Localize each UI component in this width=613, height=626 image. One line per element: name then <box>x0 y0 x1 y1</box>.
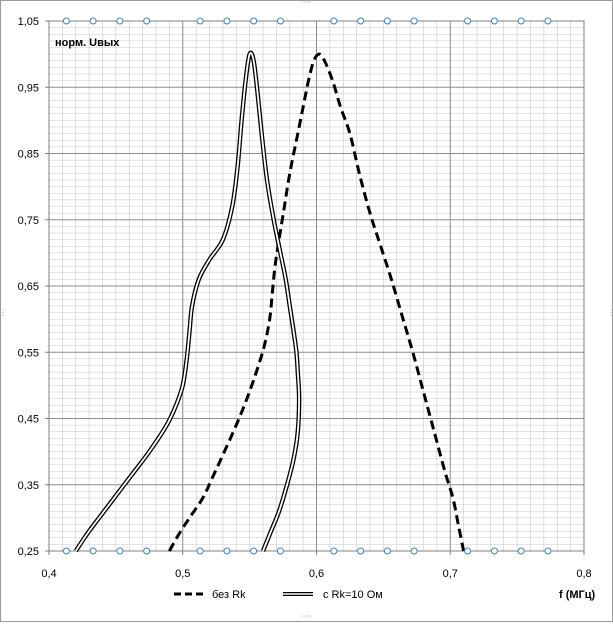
major-grid <box>45 20 585 555</box>
legend-label-rk10: с Rk=10 Ом <box>323 589 383 601</box>
bottom-edge-marker <box>116 547 124 555</box>
series-line-rk10-outer <box>73 50 302 553</box>
resize-handle-top[interactable]: ···· <box>301 0 312 7</box>
legend: без Rk с Rk=10 Ом <box>174 589 383 601</box>
y-tick-labels: 0,25 0,35 0,45 0,55 0,65 0,75 0,85 0,95 1,05 <box>18 16 39 558</box>
bottom-edge-marker <box>330 547 338 555</box>
bottom-edge-marker <box>544 547 552 555</box>
x-tick-label: 0,7 <box>443 568 458 580</box>
bottom-edge-marker <box>223 547 231 555</box>
top-edge-marker <box>544 17 552 25</box>
resize-handle-left[interactable]: ⋮ <box>0 308 7 317</box>
bottom-edge-marker <box>383 547 391 555</box>
bottom-edge-marker <box>410 547 418 555</box>
bottom-edge-marker <box>490 547 498 555</box>
y-tick-label: 0,95 <box>18 82 39 94</box>
y-tick-label: 0,75 <box>18 215 39 227</box>
top-edge-marker <box>196 17 204 25</box>
y-tick-label: 0,85 <box>18 149 39 161</box>
top-edge-marker <box>276 17 284 25</box>
top-edge-marker <box>357 17 365 25</box>
axis-markers <box>62 17 552 555</box>
bottom-edge-marker <box>276 547 284 555</box>
resize-handle-bottom[interactable]: ···· <box>301 612 312 621</box>
y-tick-label: 0,45 <box>18 414 39 426</box>
y-tick-label: 1,05 <box>18 16 39 28</box>
bottom-edge-marker <box>517 547 525 555</box>
bottom-edge-marker <box>62 547 70 555</box>
top-edge-marker <box>223 17 231 25</box>
bottom-edge-marker <box>250 547 258 555</box>
y-tick-label: 0,35 <box>18 480 39 492</box>
y-tick-label: 0,65 <box>18 281 39 293</box>
x-tick-labels: 0,4 0,5 0,6 0,7 0,8 <box>41 568 591 580</box>
top-edge-marker <box>490 17 498 25</box>
plot-area-border <box>48 20 585 552</box>
series-line-no-rk <box>168 52 466 552</box>
x-tick-label: 0,8 <box>576 568 591 580</box>
top-edge-marker <box>410 17 418 25</box>
y-axis-title: норм. Uвых <box>55 37 120 49</box>
top-edge-marker <box>517 17 525 25</box>
bottom-edge-marker <box>143 547 151 555</box>
series-layer <box>73 50 466 553</box>
x-tick-label: 0,6 <box>309 568 324 580</box>
top-edge-marker <box>383 17 391 25</box>
top-edge-marker <box>89 17 97 25</box>
bottom-edge-marker <box>464 547 472 555</box>
x-axis-title: f (МГц) <box>559 589 596 601</box>
top-edge-marker <box>330 17 338 25</box>
series-line-rk10-inner <box>75 51 301 552</box>
x-tick-label: 0,5 <box>175 568 190 580</box>
top-edge-marker <box>143 17 151 25</box>
bottom-edge-marker <box>196 547 204 555</box>
top-edge-marker <box>464 17 472 25</box>
top-edge-marker <box>62 17 70 25</box>
x-tick-label: 0,4 <box>41 568 56 580</box>
top-edge-marker <box>250 17 258 25</box>
legend-label-no-rk: без Rk <box>212 589 246 601</box>
y-tick-label: 0,25 <box>18 546 39 558</box>
bottom-edge-marker <box>357 547 365 555</box>
top-edge-marker <box>116 17 124 25</box>
bottom-edge-marker <box>89 547 97 555</box>
resize-handle-right[interactable]: ⋮ <box>608 308 613 317</box>
y-tick-label: 0,55 <box>18 347 39 359</box>
